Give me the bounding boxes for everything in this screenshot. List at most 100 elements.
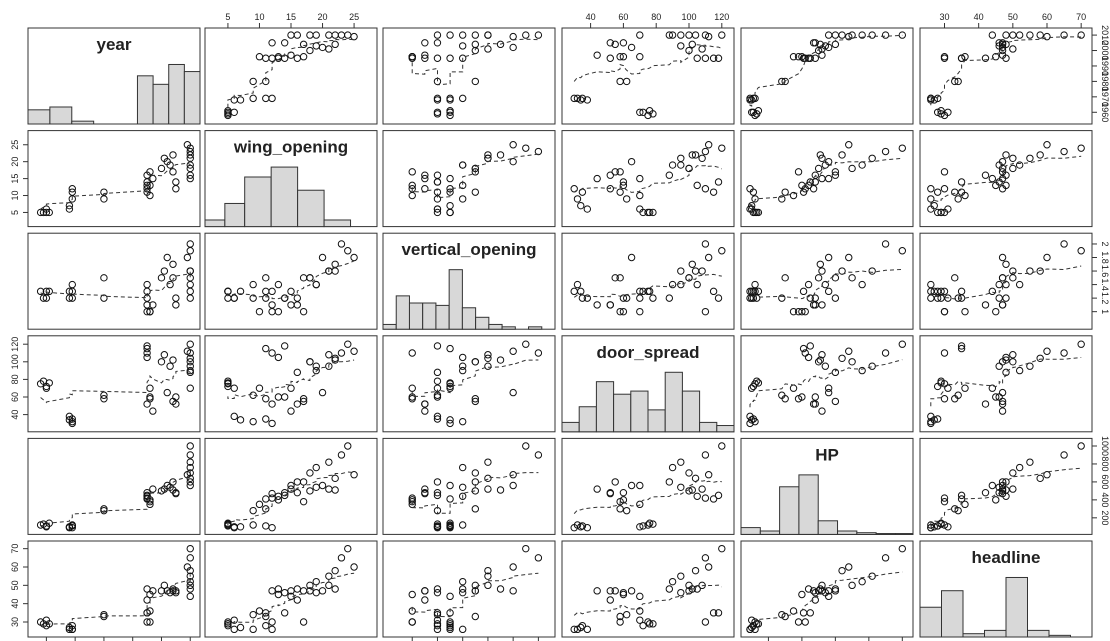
panel-year-vertical_opening (382, 27, 556, 125)
data-point (408, 191, 416, 200)
data-point (636, 523, 644, 531)
tick-label: 1970 (1100, 87, 1110, 107)
data-point (954, 506, 962, 515)
data-point (186, 481, 194, 490)
data-point (988, 481, 997, 490)
smoother-line (411, 572, 539, 618)
data-point (988, 384, 997, 392)
data-point (186, 566, 194, 575)
data-point (814, 587, 823, 595)
data-point (299, 274, 308, 282)
data-point (446, 344, 454, 353)
data-point (754, 287, 763, 296)
data-point (814, 358, 823, 366)
data-point (446, 174, 454, 183)
data-point (471, 469, 480, 477)
data-point (471, 397, 480, 406)
data-point (160, 351, 169, 359)
panel-frame (919, 437, 1093, 535)
histogram-bar (71, 120, 95, 125)
data-point (299, 307, 308, 316)
smoother-line (40, 574, 191, 627)
data-point (186, 340, 194, 348)
tick-label: 1990 (1100, 56, 1110, 76)
data-point (408, 590, 416, 599)
data-point (1036, 354, 1044, 362)
data-point (433, 412, 442, 421)
smoother-line (411, 38, 539, 86)
data-point (611, 587, 619, 595)
data-point (1009, 351, 1017, 359)
panel-headline-headline: headline (919, 540, 1093, 638)
data-point (927, 185, 935, 193)
data-point (236, 287, 245, 296)
data-point (583, 625, 592, 634)
smoother-line (930, 265, 1082, 300)
data-point (622, 77, 631, 86)
data-point (639, 522, 647, 530)
data-point (995, 294, 1003, 302)
data-point (781, 77, 789, 86)
data-point (306, 274, 314, 282)
data-point (1077, 144, 1085, 152)
data-point (149, 587, 157, 595)
data-point (636, 500, 644, 509)
data-point (268, 524, 276, 532)
data-point (858, 31, 866, 39)
data-point (794, 618, 803, 626)
data-point (293, 400, 302, 408)
data-point (930, 96, 938, 104)
panel-frame (561, 540, 735, 638)
data-point (446, 208, 454, 217)
data-point (331, 486, 339, 494)
data-point (578, 621, 587, 630)
data-point (149, 485, 157, 493)
histogram-bar (168, 63, 185, 125)
data-point (578, 94, 587, 103)
data-point (186, 280, 194, 289)
data-point (293, 368, 302, 377)
data-point (981, 171, 990, 179)
data-point (68, 185, 76, 193)
data-point (701, 54, 710, 62)
data-point (1060, 31, 1068, 39)
data-point (471, 31, 480, 39)
data-point (691, 151, 700, 159)
tick-label: 2010 (1100, 25, 1110, 45)
data-point (306, 46, 314, 55)
data-point (299, 395, 308, 403)
data-point (169, 260, 177, 268)
data-point (172, 489, 180, 498)
data-point (691, 267, 700, 275)
data-point (593, 301, 601, 309)
data-point (809, 185, 818, 193)
data-point (446, 416, 454, 424)
data-point (811, 400, 819, 408)
data-point (668, 161, 677, 169)
data-point (685, 469, 693, 477)
data-point (749, 294, 758, 302)
data-point (262, 415, 270, 423)
data-point (709, 54, 718, 62)
tick-label: 5 (10, 210, 20, 215)
data-point (100, 195, 108, 203)
panel-frame (740, 335, 914, 433)
data-point (421, 485, 429, 493)
panel-frame (919, 130, 1093, 228)
data-point (668, 463, 677, 472)
data-point (677, 154, 685, 162)
data-point (898, 31, 907, 39)
data-point (933, 188, 942, 196)
data-point (691, 566, 700, 575)
data-point (287, 301, 295, 309)
data-point (636, 616, 644, 624)
data-point (789, 607, 798, 615)
data-point (961, 53, 969, 61)
data-point (146, 395, 154, 403)
data-point (186, 572, 194, 580)
panel-year-door_spread (561, 27, 735, 125)
data-point (619, 307, 628, 316)
data-point (350, 563, 358, 571)
data-point (1002, 171, 1010, 179)
data-point (312, 483, 320, 491)
